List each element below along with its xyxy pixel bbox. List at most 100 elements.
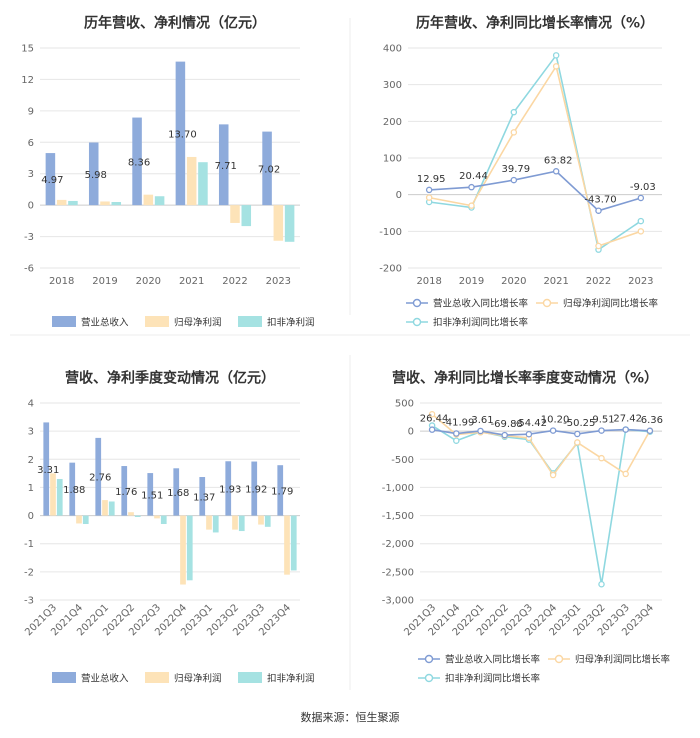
data-label: 3.61 xyxy=(471,415,493,426)
bar-parent-profit xyxy=(186,156,197,206)
data-point xyxy=(549,427,557,434)
y-tick-label: 1 xyxy=(28,483,34,494)
bar-deducted-profit xyxy=(154,196,165,206)
x-tick-label: 2023 xyxy=(628,276,653,287)
data-point xyxy=(477,427,484,435)
y-tick-label: 3 xyxy=(28,169,34,180)
bar-parent-profit xyxy=(143,194,154,206)
x-tick-label: 2019 xyxy=(92,276,117,287)
data-label: 20.44 xyxy=(459,171,488,182)
legend-label: 营业总收入 xyxy=(81,673,129,685)
bar-deducted-profit xyxy=(134,515,141,517)
legend-marker xyxy=(424,673,434,683)
data-label: 10.20 xyxy=(541,415,570,426)
y-tick-label: 12 xyxy=(21,75,34,86)
bar-revenue xyxy=(121,466,128,516)
data-label: -54.42 xyxy=(515,418,547,429)
series-line xyxy=(429,170,642,212)
bar-revenue xyxy=(88,142,99,206)
data-label: -41.99 xyxy=(442,418,474,429)
bar-parent-profit xyxy=(258,515,264,525)
legend-label: 归母净利润同比增长率 xyxy=(575,654,671,666)
x-tick-label: 2020 xyxy=(136,276,161,287)
data-point xyxy=(453,430,460,437)
legend-label: 归母净利润 xyxy=(174,317,222,329)
bar-parent-profit xyxy=(128,512,134,516)
chart-title: 历年营收、净利情况（亿元） xyxy=(84,15,266,32)
bar-revenue xyxy=(199,477,206,516)
x-tick-label: 2021 xyxy=(543,276,568,287)
bar-revenue xyxy=(95,437,102,516)
legend-swatch xyxy=(145,672,169,683)
x-tick-label: 2018 xyxy=(416,276,441,287)
quarterly-revenue-profit-chart: 营收、净利季度变动情况（亿元）-3-2-1012342021Q32021Q420… xyxy=(23,370,314,685)
data-point xyxy=(468,183,475,191)
bar-deducted-profit xyxy=(284,205,295,242)
legend-label: 营业总收入 xyxy=(81,317,129,329)
bar-parent-profit xyxy=(232,515,238,530)
legend-swatch xyxy=(238,316,262,327)
data-point xyxy=(510,129,518,136)
legend-label: 营业总收入同比增长率 xyxy=(433,298,529,310)
data-point xyxy=(646,427,654,435)
data-point xyxy=(525,430,533,438)
legend-label: 扣非净利润同比增长率 xyxy=(433,317,529,329)
data-source: 数据来源：恒生聚源 xyxy=(301,710,400,724)
data-point xyxy=(598,454,605,462)
legend-swatch xyxy=(52,672,76,683)
y-tick-label: 0 xyxy=(28,201,34,212)
data-label: 7.71 xyxy=(215,161,237,172)
bar-deducted-profit xyxy=(56,478,63,516)
data-point xyxy=(595,242,602,250)
bar-revenue xyxy=(277,465,284,516)
bar-parent-profit xyxy=(230,205,240,223)
x-tick-label: 2019 xyxy=(459,276,484,287)
data-point xyxy=(622,426,629,433)
data-label: 63.82 xyxy=(544,155,573,166)
y-tick-label: -3 xyxy=(24,232,34,243)
legend-label: 归母净利润同比增长率 xyxy=(563,298,659,310)
data-point xyxy=(552,63,560,70)
data-label: 1.79 xyxy=(271,486,293,497)
data-point xyxy=(428,426,436,433)
data-point xyxy=(622,470,629,478)
data-label: 4.97 xyxy=(41,175,63,186)
data-label: -69.88 xyxy=(491,419,523,430)
bar-deducted-profit xyxy=(68,200,78,206)
x-tick-label: 2018 xyxy=(49,276,74,287)
data-label: 1.92 xyxy=(245,485,267,496)
data-label: 1.88 xyxy=(63,485,85,496)
bar-parent-profit xyxy=(180,515,186,585)
data-label: 1.37 xyxy=(193,492,215,503)
y-tick-label: -6 xyxy=(24,264,34,275)
data-point xyxy=(598,580,605,588)
bar-deducted-profit xyxy=(111,202,122,206)
data-label: 9.51 xyxy=(592,415,614,426)
bar-revenue xyxy=(175,61,186,206)
data-point xyxy=(552,52,560,59)
data-point xyxy=(574,430,581,438)
bar-revenue xyxy=(262,131,272,206)
data-label: -43.70 xyxy=(584,195,616,206)
data-label: -9.03 xyxy=(630,182,656,193)
bar-deducted-profit xyxy=(108,501,115,516)
y-tick-label: 4 xyxy=(28,399,34,410)
bar-deducted-profit xyxy=(264,515,271,527)
legend-swatch xyxy=(238,672,262,683)
bar-parent-profit xyxy=(76,515,82,524)
data-label: 13.70 xyxy=(168,129,197,140)
data-point xyxy=(428,411,436,418)
bar-deducted-profit xyxy=(212,515,219,533)
y-tick-label: -200 xyxy=(379,264,402,275)
legend-marker xyxy=(412,317,422,327)
data-label: -50.25 xyxy=(563,418,595,429)
data-label: 7.02 xyxy=(258,164,280,175)
legend-marker xyxy=(542,298,552,308)
y-tick-label: -1,000 xyxy=(382,483,414,494)
series-line xyxy=(431,424,650,585)
legend-label: 扣非净利润 xyxy=(267,317,315,329)
bar-deducted-profit xyxy=(160,515,167,525)
legend-marker xyxy=(554,654,564,664)
bar-deducted-profit xyxy=(82,515,89,525)
y-tick-label: -2,000 xyxy=(382,539,414,550)
